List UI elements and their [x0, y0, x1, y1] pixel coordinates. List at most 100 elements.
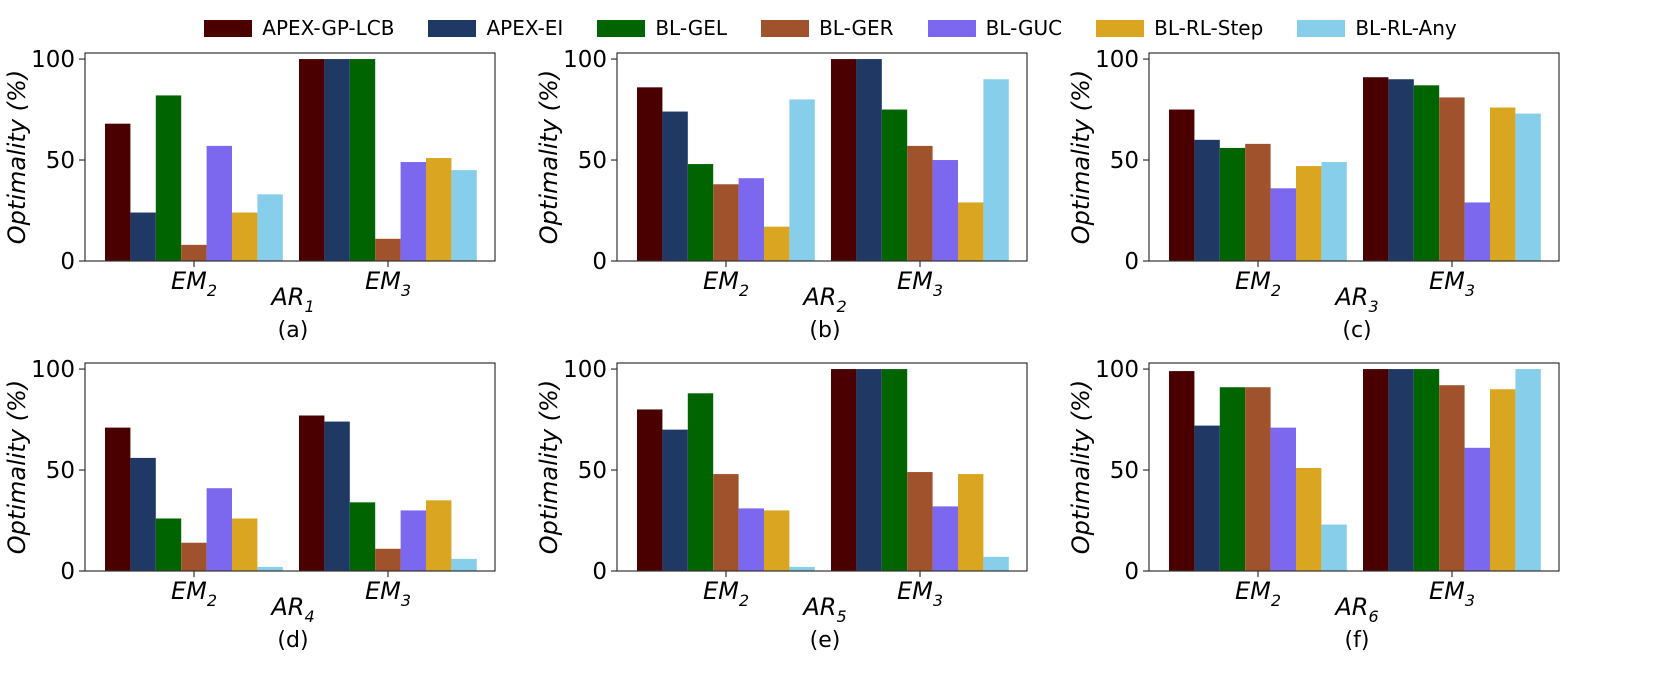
x-category-label-sub: 2 [207, 281, 217, 300]
plot-frame [616, 52, 1028, 262]
bar [1490, 107, 1516, 262]
legend-swatch [761, 19, 810, 37]
bar [1464, 202, 1490, 261]
x-category-label-main: EM [171, 267, 207, 295]
bar [257, 566, 283, 571]
bar [907, 145, 933, 261]
x-category-label: EM3 [365, 267, 411, 300]
bar [662, 429, 688, 571]
bar [789, 99, 815, 262]
bar [155, 518, 182, 571]
bar [1296, 166, 1322, 261]
y-axis-label: Optimality (%) [535, 380, 563, 554]
x-axis-label: AR3 [1333, 283, 1378, 316]
bar [1245, 143, 1271, 261]
x-axis-label-main: AR [1333, 283, 1368, 311]
bar [1490, 389, 1516, 571]
x-axis-label-sub: 6 [1368, 607, 1378, 626]
x-category-label-sub: 2 [739, 281, 749, 300]
x-axis-label-sub: 4 [304, 607, 314, 626]
y-tick-label: 100 [31, 357, 75, 383]
y-tick-label: 50 [1110, 458, 1139, 484]
x-axis-label-main: AR [801, 593, 836, 621]
bar [400, 510, 426, 571]
legend-entry: BL-RL-Step [1096, 16, 1263, 40]
x-category-label-main: EM [365, 267, 401, 295]
bar [105, 123, 131, 261]
bar [738, 508, 764, 571]
y-tick-label: 0 [60, 249, 75, 275]
bar [1464, 447, 1490, 571]
bar [1413, 85, 1440, 262]
x-category-label: EM2 [171, 267, 217, 300]
legend-swatch [428, 19, 477, 37]
x-category-label: EM2 [1235, 577, 1281, 610]
x-category-label: EM2 [1235, 267, 1281, 300]
panel-caption: (d) [277, 628, 308, 653]
bar [426, 500, 452, 571]
bar [1321, 162, 1347, 261]
x-category-label-sub: 2 [1271, 591, 1281, 610]
legend-label: BL-RL-Any [1355, 16, 1457, 40]
legend-entry: BL-GEL [597, 16, 727, 40]
y-tick-label: 50 [1110, 148, 1139, 174]
bar [1219, 147, 1246, 261]
bar [856, 369, 882, 571]
bar [1169, 371, 1195, 571]
legend-swatch [927, 19, 976, 37]
panel-caption: (b) [809, 318, 840, 343]
x-category-label-main: EM [365, 577, 401, 605]
plot-frame [1148, 362, 1560, 572]
bar [1169, 109, 1195, 261]
legend-label: BL-GEL [655, 16, 728, 40]
bar [1439, 97, 1465, 261]
bar [983, 556, 1009, 571]
x-category-label-sub: 3 [401, 281, 411, 300]
bar [831, 369, 857, 571]
bar [881, 109, 908, 261]
x-axis-label: AR1 [269, 283, 314, 316]
y-tick-label: 100 [563, 47, 607, 73]
legend-entry: BL-GER [761, 16, 894, 40]
legend: APEX-GP-LCB APEX-EI BL-GEL BL-GER BL-GUC BL-R… [0, 8, 1661, 48]
plot-frame [84, 52, 496, 262]
x-category-label: EM2 [703, 577, 749, 610]
bar [130, 457, 156, 571]
bar [299, 415, 325, 571]
y-tick-label: 100 [31, 47, 75, 73]
x-category-label-sub: 3 [1465, 281, 1475, 300]
legend-label: BL-RL-Step [1154, 16, 1264, 40]
x-category-label-main: EM [1235, 577, 1271, 605]
legend-label: BL-GER [819, 16, 894, 40]
bar [349, 59, 376, 261]
y-tick-label: 0 [1124, 559, 1139, 585]
bar [687, 164, 714, 261]
legend-entry: APEX-GP-LCB [204, 16, 394, 40]
x-axis-label-sub: 2 [836, 297, 846, 316]
panel-caption: (f) [1345, 628, 1370, 653]
bar [789, 566, 815, 571]
legend-entry: BL-GUC [927, 16, 1062, 40]
legend-entry: BL-RL-Any [1297, 16, 1457, 40]
y-tick-label: 0 [1124, 249, 1139, 275]
bar [958, 474, 984, 571]
x-axis-label-main: AR [269, 283, 304, 311]
plot-frame [616, 362, 1028, 572]
bar [1270, 188, 1296, 261]
x-category-label: EM3 [897, 577, 943, 610]
bar [400, 162, 426, 261]
y-axis-label: Optimality (%) [3, 70, 31, 244]
x-category-label-sub: 2 [1271, 281, 1281, 300]
bar [1321, 524, 1347, 571]
bar [324, 59, 350, 261]
x-axis-label: AR4 [269, 593, 314, 626]
bar [764, 226, 790, 261]
bar [687, 393, 714, 571]
x-axis-label-sub: 5 [836, 607, 846, 626]
bar [713, 474, 739, 571]
